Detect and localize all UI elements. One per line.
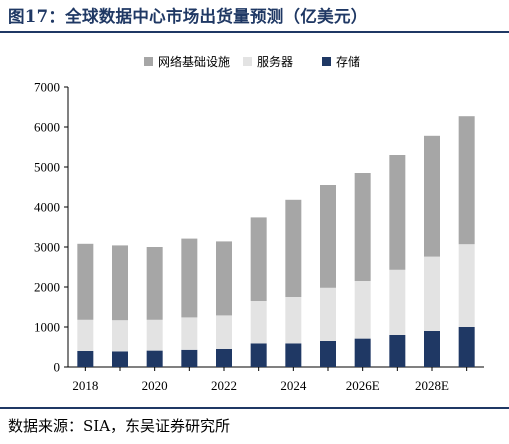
y-tick-label: 0 bbox=[54, 360, 61, 375]
bar-segment-2023-服务器 bbox=[250, 301, 267, 344]
bar-segment-2027E-存储 bbox=[389, 335, 406, 367]
bar-segment-2024-服务器 bbox=[285, 297, 302, 344]
bar-segment-2020-存储 bbox=[146, 350, 163, 367]
legend-swatch-服务器 bbox=[243, 57, 252, 66]
bar-segment-2022-存储 bbox=[216, 349, 232, 367]
x-tick-label: 2022 bbox=[211, 378, 237, 393]
bar-segment-2020-网络基础设施 bbox=[146, 247, 163, 320]
y-tick-label: 3000 bbox=[34, 240, 60, 255]
bar-segment-2019-服务器 bbox=[112, 320, 128, 352]
legend-label-存储: 存储 bbox=[336, 54, 360, 69]
source-rule bbox=[0, 407, 509, 409]
x-tick-label: 2020 bbox=[142, 378, 168, 393]
y-tick-label: 1000 bbox=[34, 320, 60, 335]
bar-segment-2019-网络基础设施 bbox=[112, 245, 128, 321]
bar-segment-2027E-网络基础设施 bbox=[389, 155, 406, 270]
y-tick-label: 2000 bbox=[34, 280, 60, 295]
y-tick-label: 4000 bbox=[34, 200, 60, 215]
bar-segment-2025E-存储 bbox=[320, 341, 336, 367]
title-rule bbox=[0, 31, 509, 33]
figure-title: 图17：全球数据中心市场出货量预测（亿美元） bbox=[8, 7, 368, 26]
bar-segment-2028E-服务器 bbox=[424, 256, 440, 331]
bar-segment-2023-存储 bbox=[250, 343, 267, 367]
bar-segment-2020-服务器 bbox=[146, 319, 163, 351]
bar-segment-2018-网络基础设施 bbox=[77, 243, 94, 320]
bar-segment-2025E-服务器 bbox=[320, 287, 336, 341]
bar-segment-2029E-服务器 bbox=[458, 244, 475, 327]
bar-segment-2021-存储 bbox=[181, 349, 198, 367]
bar-segment-2022-服务器 bbox=[216, 315, 232, 349]
bar-segment-2022-网络基础设施 bbox=[216, 241, 232, 316]
x-tick-label: 2024 bbox=[280, 378, 307, 393]
bars bbox=[77, 116, 475, 367]
bar-segment-2029E-网络基础设施 bbox=[458, 116, 475, 245]
bar-segment-2026E-存储 bbox=[354, 338, 371, 367]
legend-label-服务器: 服务器 bbox=[257, 54, 293, 69]
bar-segment-2018-服务器 bbox=[77, 319, 94, 351]
bar-segment-2026E-网络基础设施 bbox=[354, 173, 371, 281]
bar-segment-2023-网络基础设施 bbox=[250, 217, 267, 301]
y-axis: 0 1000 2000 3000 4000 5000 6000 7000 bbox=[34, 80, 69, 375]
bar-segment-2028E-存储 bbox=[424, 331, 440, 367]
bar-segment-2021-网络基础设施 bbox=[181, 238, 198, 318]
bar-segment-2019-存储 bbox=[112, 351, 128, 367]
legend: 网络基础设施 服务器 存储 bbox=[144, 54, 360, 69]
bar-segment-2026E-服务器 bbox=[354, 281, 371, 339]
bar-segment-2021-服务器 bbox=[181, 317, 198, 350]
x-axis: 2018 2020 2022 2024 2026E 2028E bbox=[68, 366, 484, 393]
y-tick-label: 5000 bbox=[34, 160, 60, 175]
source-note: 数据来源：SIA，东吴证券研究所 bbox=[8, 417, 231, 435]
bar-segment-2018-存储 bbox=[77, 351, 94, 367]
legend-swatch-存储 bbox=[322, 57, 331, 66]
x-tick-label: 2018 bbox=[72, 378, 98, 393]
bar-segment-2024-存储 bbox=[285, 343, 302, 367]
bar-segment-2029E-存储 bbox=[458, 327, 475, 367]
bar-segment-2024-网络基础设施 bbox=[285, 199, 302, 297]
legend-swatch-网络基础设施 bbox=[144, 57, 153, 66]
x-tick-label: 2026E bbox=[346, 378, 380, 393]
bar-segment-2028E-网络基础设施 bbox=[424, 135, 440, 257]
x-tick-label: 2028E bbox=[415, 378, 449, 393]
y-tick-label: 6000 bbox=[34, 120, 60, 135]
bar-segment-2025E-网络基础设施 bbox=[320, 185, 336, 288]
y-tick-label: 7000 bbox=[34, 80, 60, 95]
bar-segment-2027E-服务器 bbox=[389, 269, 406, 335]
legend-label-网络基础设施: 网络基础设施 bbox=[158, 54, 230, 69]
